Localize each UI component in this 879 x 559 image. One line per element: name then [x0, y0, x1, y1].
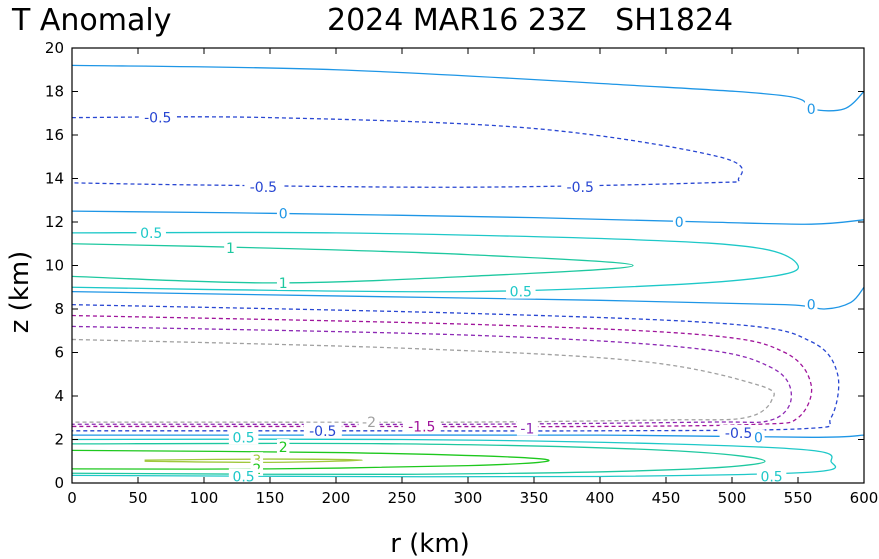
x-tick-label: 250 — [388, 489, 417, 507]
y-tick-label: 18 — [45, 83, 64, 101]
y-tick-label: 10 — [45, 257, 64, 275]
contour-label: -2 — [362, 415, 376, 431]
x-tick-label: 150 — [256, 489, 285, 507]
x-tick-label: 450 — [652, 489, 681, 507]
contour-line-0 — [71, 286, 865, 310]
contour-label-bg — [228, 429, 259, 445]
y-tick-label: 14 — [45, 170, 64, 188]
y-tick-label: 8 — [54, 300, 64, 318]
contour-label: 0 — [807, 102, 816, 118]
contour-line-neg1 — [71, 325, 793, 426]
contour-label-bg — [276, 205, 290, 221]
y-axis-label: z (km) — [5, 251, 35, 334]
x-tick-label: 300 — [454, 489, 483, 507]
chart-subtitle: 2024 MAR16 23Z SH1824 — [327, 3, 733, 38]
y-tick-label: 4 — [54, 387, 64, 405]
contour-label: -1.5 — [408, 419, 435, 435]
contour-label: 0.5 — [232, 430, 254, 446]
contour-line-1 — [71, 243, 634, 284]
x-tick-label: 500 — [718, 489, 747, 507]
contour-label: 1 — [279, 276, 288, 292]
y-tick-label: 20 — [45, 39, 64, 57]
contour-line-3 — [144, 458, 364, 464]
contour-label: 0 — [807, 298, 816, 314]
contour-label: 0.5 — [760, 469, 782, 485]
contour-lines — [71, 64, 865, 478]
contour-label-bg — [752, 429, 765, 445]
x-tick-label: 550 — [784, 489, 813, 507]
contour-label: -0.5 — [725, 426, 752, 442]
x-tick-label: 350 — [520, 489, 549, 507]
y-tick-label: 0 — [54, 474, 64, 492]
contour-line-neg0.5 — [71, 116, 743, 188]
contour-label-bg — [719, 424, 758, 440]
x-tick-label: 0 — [67, 489, 77, 507]
contour-label-bg — [136, 224, 166, 240]
contour-label-bg — [506, 283, 536, 299]
contour-label: 0.5 — [140, 226, 162, 242]
contour-line-neg0.5 — [71, 304, 840, 432]
contour-label: -0.5 — [250, 180, 277, 196]
contour-line-neg1.5 — [71, 314, 813, 428]
contour-label: -0.5 — [144, 111, 171, 127]
y-tick-label: 16 — [45, 126, 64, 144]
contour-line-1 — [71, 442, 766, 476]
contour-label: 0.5 — [510, 285, 532, 301]
contour-label: -0.5 — [309, 424, 336, 440]
contour-label-bg — [224, 240, 237, 256]
contour-label-bg — [228, 468, 259, 484]
contour-label-bg — [358, 414, 380, 430]
contour-label: 0 — [754, 430, 763, 446]
x-tick-label: 200 — [322, 489, 351, 507]
contour-label: 2 — [279, 440, 288, 456]
x-tick-label: 400 — [586, 489, 615, 507]
contour-label-bg — [561, 179, 600, 195]
contour-label-bg — [756, 468, 787, 484]
contour-label-bg — [516, 420, 538, 436]
contour-label-bg — [244, 179, 283, 195]
contour-label: 0.5 — [232, 469, 254, 485]
x-axis-label: r (km) — [390, 529, 470, 559]
y-tick-label: 6 — [54, 344, 64, 362]
contour-line-0 — [71, 64, 865, 112]
x-axis-ticks: 0 50 100 150 200 250 300 350 400 450 500 550 600 — [67, 48, 878, 507]
contour-label-bg — [138, 109, 177, 125]
contour-label: 1 — [226, 241, 235, 257]
contour-label-bg — [303, 422, 342, 438]
contour-label: 0 — [279, 206, 288, 222]
contour-line-0.5 — [71, 231, 800, 293]
contour-label-bg — [804, 100, 818, 116]
contour-label-bg — [276, 439, 290, 455]
x-tick-label: 600 — [850, 489, 879, 507]
y-tick-label: 12 — [45, 213, 64, 231]
chart-title: T Anomaly — [11, 3, 171, 38]
x-tick-label: 50 — [128, 489, 147, 507]
y-tick-label: 2 — [54, 431, 64, 449]
contour-label: 0 — [675, 215, 684, 231]
contour-label-bg — [402, 418, 441, 434]
contour-label-bg — [804, 296, 818, 312]
contour-label-bg — [672, 214, 686, 229]
x-tick-label: 100 — [190, 489, 219, 507]
contour-line-neg2 — [71, 338, 775, 423]
contour-label-bg — [276, 274, 290, 290]
plot-frame — [71, 47, 865, 484]
contour-line-0 — [71, 210, 865, 225]
contour-label: -0.5 — [567, 180, 594, 196]
contour-label: -1 — [520, 422, 534, 438]
contour-line-0.5 — [71, 438, 837, 478]
